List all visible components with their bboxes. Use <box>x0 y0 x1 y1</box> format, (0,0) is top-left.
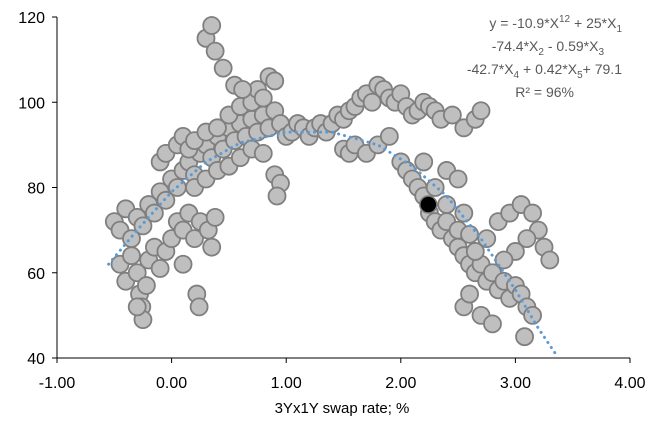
y-tick-label: 40 <box>27 351 45 368</box>
scatter-point <box>253 143 273 163</box>
scatter-point <box>127 263 147 283</box>
scatter-point <box>173 254 193 274</box>
scatter-point <box>471 101 491 121</box>
scatter-point <box>437 195 457 214</box>
scatter-point <box>267 186 287 206</box>
scatter-point <box>133 216 153 236</box>
scatter-point <box>523 203 542 223</box>
x-tick-label: 2.00 <box>385 375 416 392</box>
equation-line-1: y = -10.9*X12 + 25*X1 <box>489 14 622 35</box>
scatter-point <box>465 242 485 261</box>
equation-line-3: -42.7*X4 + 0.42*X5+ 79.1 <box>467 61 622 81</box>
scatter-point <box>189 297 209 317</box>
scatter-point <box>202 237 222 257</box>
scatter-point <box>145 203 164 223</box>
scatter-point <box>208 118 227 138</box>
x-tick-label: 3.00 <box>500 375 531 392</box>
y-tick-label: 100 <box>18 95 45 112</box>
x-tick-label: 1.00 <box>271 375 302 392</box>
axes <box>52 16 631 363</box>
scatter-point <box>150 259 170 278</box>
equation-line-2: -74.4*X2 - 0.59*X3 <box>492 38 605 58</box>
highlight-layer <box>419 195 438 214</box>
scatter-point <box>265 71 285 91</box>
y-tick-label: 120 <box>18 10 45 27</box>
scatter-point <box>362 92 382 112</box>
scatter-point <box>136 276 156 295</box>
scatter-point <box>460 284 479 304</box>
scatter-point <box>442 105 462 125</box>
scatter-point <box>379 126 399 146</box>
scatter-point <box>213 58 233 78</box>
scatter-point <box>425 178 445 197</box>
scatter-point <box>185 229 204 249</box>
scatter-point <box>127 297 147 317</box>
x-tick-label: 0.00 <box>156 375 187 392</box>
x-tick-label: 4.00 <box>614 375 645 392</box>
x-axis-label: 3Yx1Y swap rate; % <box>275 400 410 417</box>
scatter-point <box>454 203 474 223</box>
scatter-point <box>233 80 253 99</box>
tick-labels: -1.00 0.00 1.00 2.00 3.00 4.00 40 60 80 100 120 <box>18 10 645 392</box>
scatter-point <box>253 88 273 108</box>
scatter-point <box>448 169 468 189</box>
r-squared-label: R² = 96% <box>515 84 574 100</box>
scatter-point <box>517 229 537 249</box>
scatter-point <box>205 41 225 61</box>
trend-line <box>107 130 557 356</box>
trend-line-layer <box>107 130 557 356</box>
scatter-point <box>202 16 222 35</box>
scatter-point <box>540 250 560 270</box>
equation-annotation: y = -10.9*X12 + 25*X1 -74.4*X2 - 0.59*X3… <box>467 14 623 100</box>
data-points <box>104 16 560 347</box>
x-tick-label: -1.00 <box>39 375 76 392</box>
scatter-point <box>477 229 497 249</box>
scatter-point <box>414 152 434 172</box>
scatter-point <box>515 327 534 347</box>
y-tick-label: 80 <box>27 181 45 198</box>
scatter-point <box>205 207 225 227</box>
scatter-point <box>460 224 479 244</box>
y-tick-label: 60 <box>27 266 45 283</box>
scatter-point <box>483 314 502 334</box>
scatter-point <box>122 246 141 266</box>
highlight-point <box>419 195 438 214</box>
scatter-point <box>523 305 542 325</box>
